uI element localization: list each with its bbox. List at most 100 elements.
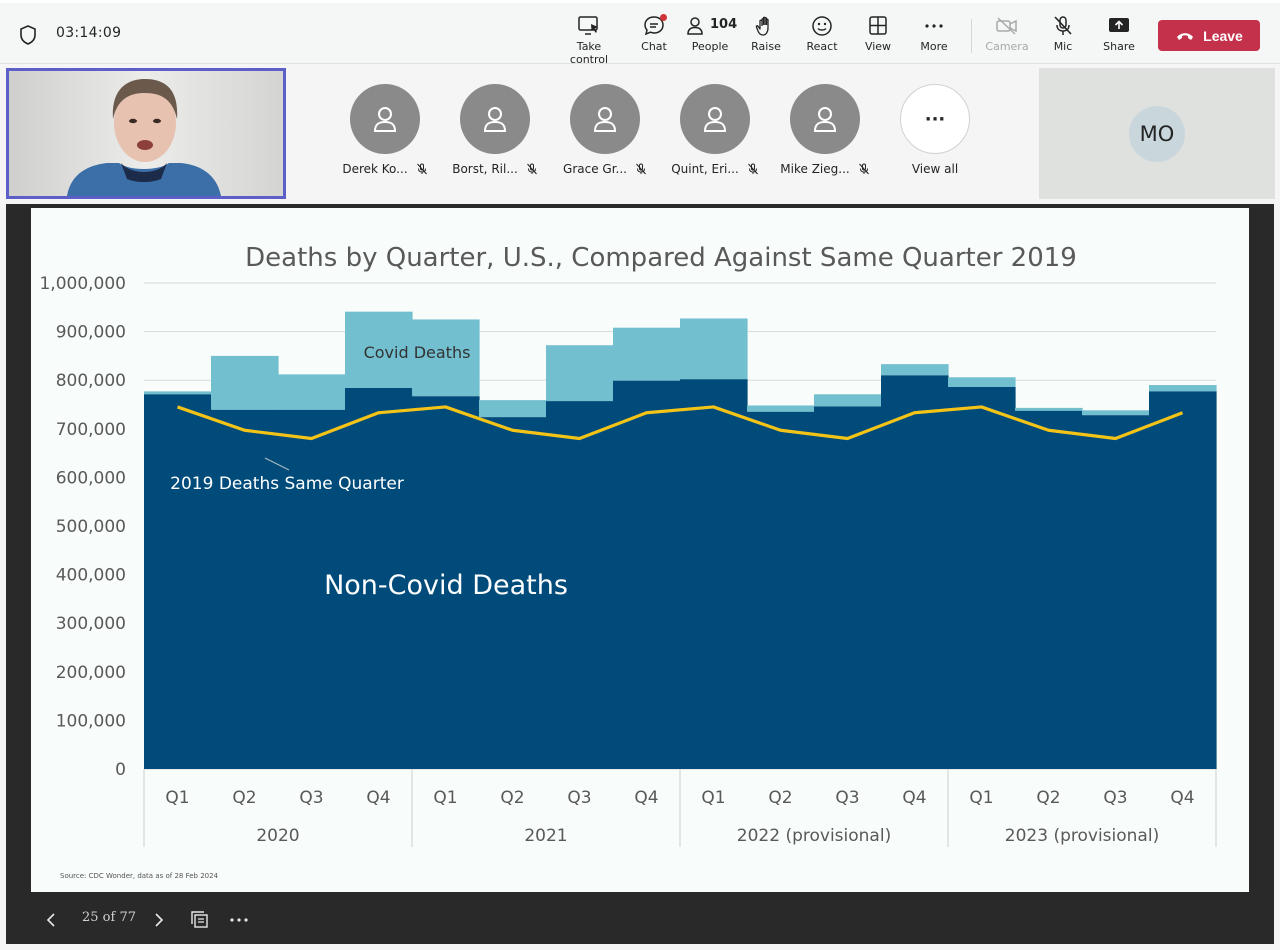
x-tick-label: Q4	[902, 788, 926, 808]
avatar-initials: MO	[1129, 106, 1185, 162]
non-covid-area-segment	[278, 409, 346, 769]
mic-muted-icon	[636, 163, 646, 175]
covid-area-segment	[412, 319, 480, 397]
more-button[interactable]: More	[904, 13, 964, 59]
mic-button[interactable]: Mic	[1033, 13, 1093, 59]
non-covid-area-segment	[412, 396, 480, 769]
participant-tile[interactable]: Mike Zieg...	[773, 84, 877, 176]
non-covid-area-segment	[814, 406, 882, 769]
shield-icon[interactable]	[19, 25, 37, 45]
annotation-non-covid: Non-Covid Deaths	[324, 570, 568, 601]
avatar	[790, 84, 860, 154]
camera-off-icon	[996, 17, 1017, 35]
raise-hand-button[interactable]: Raise	[736, 13, 796, 59]
slide-pager: 25 of 77	[6, 904, 306, 936]
participant-name: Mike Zieg...	[780, 162, 850, 176]
speaker-video	[9, 71, 283, 196]
y-tick-label: 200,000	[56, 663, 126, 683]
y-tick-label: 1,000,000	[39, 274, 126, 294]
non-covid-area-segment	[479, 417, 547, 769]
speaker-video-tile[interactable]	[6, 68, 286, 199]
participant-tile[interactable]: Grace Gr...	[553, 84, 657, 176]
non-covid-area-segment	[613, 380, 681, 769]
view-all-button[interactable]: ··· View all	[883, 84, 987, 176]
y-tick-label: 500,000	[56, 517, 126, 537]
participant-name: Grace Gr...	[563, 162, 627, 176]
participant-tile[interactable]: Derek Ko...	[333, 84, 437, 176]
covid-area-segment	[814, 394, 882, 407]
participant-name: Borst, Ril...	[452, 162, 518, 176]
participant-tile[interactable]: Quint, Eri...	[663, 84, 767, 176]
person-icon	[373, 107, 397, 132]
covid-area-segment	[747, 405, 815, 412]
share-button[interactable]: Share	[1089, 13, 1149, 59]
x-tick-label: Q3	[299, 788, 323, 808]
mic-muted-icon	[747, 163, 758, 175]
smiley-icon	[812, 16, 832, 36]
non-covid-area-segment	[345, 387, 413, 769]
x-tick-label: Q2	[768, 788, 792, 808]
next-slide-icon[interactable]	[152, 912, 166, 928]
react-button[interactable]: React	[792, 13, 852, 59]
avatar	[350, 84, 420, 154]
y-tick-label: 100,000	[56, 711, 126, 731]
more-dots-icon: ···	[900, 84, 970, 154]
covid-area-segment	[278, 374, 346, 410]
mic-muted-icon	[526, 163, 537, 175]
x-tick-label: Q4	[634, 788, 658, 808]
meeting-toolbar: 03:14:09 Take control Chat 104 People Ra…	[0, 0, 1280, 66]
series-line-2019	[176, 405, 1184, 441]
non-covid-area-segment	[680, 379, 748, 769]
share-icon	[1109, 18, 1129, 32]
mic-muted-icon	[858, 163, 869, 175]
line-2019	[176, 405, 1184, 441]
y-tick-label: 300,000	[56, 614, 126, 634]
person-icon	[813, 107, 837, 132]
participant-tile[interactable]: Borst, Ril...	[443, 84, 547, 176]
slide-sorter-icon[interactable]	[190, 910, 210, 930]
hang-up-icon	[1177, 32, 1194, 40]
participant-strip: Derek Ko... Borst, Ril... Grace Gr... Qu…	[0, 64, 1280, 204]
non-covid-area-segment	[1015, 410, 1083, 769]
non-covid-area-segment	[948, 387, 1016, 769]
take-control-button[interactable]: Take control	[558, 13, 620, 66]
more-dots-icon	[925, 24, 943, 28]
covid-area-segment	[680, 318, 748, 380]
chat-button[interactable]: Chat	[624, 13, 684, 59]
y-tick-label: 0	[115, 760, 126, 780]
x-group-label: 2022 (provisional)	[737, 826, 891, 846]
chat-icon	[644, 16, 664, 36]
shared-content-stage: Deaths by Quarter, U.S., Compared Agains…	[6, 204, 1274, 944]
x-tick-label: Q1	[969, 788, 993, 808]
avatar	[680, 84, 750, 154]
non-covid-area-segment	[546, 401, 614, 769]
covid-area-segment	[881, 364, 949, 376]
covid-area-segment	[144, 391, 212, 395]
previous-slide-icon[interactable]	[44, 912, 58, 928]
people-button[interactable]: 104 People	[680, 13, 740, 59]
annotation-2019: 2019 Deaths Same Quarter	[170, 474, 404, 494]
participant-video-tile[interactable]: MO	[1039, 68, 1275, 199]
view-button[interactable]: View	[848, 13, 908, 59]
covid-area-segment	[1015, 407, 1083, 411]
camera-button[interactable]: Camera	[977, 13, 1037, 59]
deaths-chart: Deaths by Quarter, U.S., Compared Agains…	[39, 243, 1217, 880]
y-tick-label: 700,000	[56, 420, 126, 440]
leave-button[interactable]: Leave	[1158, 20, 1260, 51]
x-tick-label: Q2	[1036, 788, 1060, 808]
x-tick-label: Q3	[835, 788, 859, 808]
x-group-label: 2023 (provisional)	[1005, 826, 1159, 846]
y-axis: 0 100,000 200,000 300,000 400,000 500,000 600,…	[39, 274, 126, 780]
slide-more-icon[interactable]	[228, 910, 250, 930]
grid-icon	[869, 16, 887, 35]
annotation-covid: Covid Deaths	[364, 343, 471, 362]
covid-area-segment	[211, 355, 279, 410]
x-tick-label: Q1	[701, 788, 725, 808]
non-covid-area-segment	[1082, 415, 1150, 769]
x-tick-label: Q2	[232, 788, 256, 808]
people-icon	[687, 17, 703, 35]
x-tick-label: Q3	[567, 788, 591, 808]
covid-area-segment	[948, 377, 1016, 388]
person-icon	[703, 107, 727, 132]
non-covid-area-segment	[144, 394, 212, 769]
